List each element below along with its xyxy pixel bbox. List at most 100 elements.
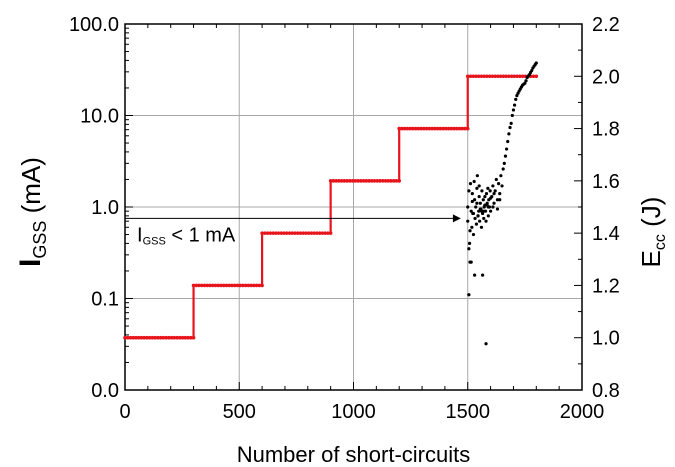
step-series-point bbox=[334, 179, 338, 183]
step-series-point bbox=[359, 179, 363, 183]
scatter-point bbox=[514, 97, 518, 101]
step-series-point bbox=[298, 231, 303, 235]
step-series-point bbox=[476, 74, 481, 79]
step-series-point bbox=[485, 74, 489, 79]
step-series-point bbox=[504, 74, 508, 79]
step-series-point bbox=[191, 283, 196, 288]
scatter-point bbox=[506, 139, 510, 144]
scatter-point bbox=[468, 229, 472, 233]
scatter-point bbox=[508, 125, 512, 130]
step-series-point bbox=[463, 126, 467, 131]
step-series-point bbox=[397, 126, 402, 131]
step-series-point bbox=[312, 231, 316, 235]
y2-tick-label: 1.8 bbox=[592, 119, 620, 141]
scatter-point bbox=[482, 216, 486, 221]
scatter-point bbox=[477, 184, 481, 188]
scatter-point bbox=[475, 174, 479, 178]
step-series-point bbox=[446, 126, 451, 131]
step-series-point bbox=[378, 179, 382, 183]
scatter-point bbox=[524, 79, 528, 83]
step-series-point bbox=[145, 335, 149, 340]
step-series-point bbox=[457, 126, 462, 131]
step-series-point bbox=[509, 74, 514, 79]
step-series-point bbox=[498, 74, 503, 79]
step-series-point bbox=[147, 335, 152, 340]
scatter-point bbox=[491, 205, 495, 209]
scatter-point bbox=[477, 194, 481, 199]
step-series-point bbox=[210, 283, 215, 288]
scatter-point bbox=[501, 167, 505, 171]
step-series-point bbox=[271, 231, 275, 235]
scatter-point bbox=[469, 209, 473, 213]
step-series-point bbox=[348, 179, 352, 183]
step-series-point bbox=[189, 335, 193, 340]
y2-tick-label: 1.6 bbox=[592, 171, 620, 193]
annotation: IGSS < 1 mA bbox=[125, 214, 461, 247]
step-series-point bbox=[172, 335, 177, 340]
scatter-point bbox=[484, 192, 489, 196]
scatter-point bbox=[479, 209, 484, 213]
step-series-point bbox=[290, 231, 295, 235]
step-series-point bbox=[353, 179, 358, 183]
step-series-point bbox=[161, 335, 166, 340]
scatter-point bbox=[483, 203, 487, 207]
step-series-point bbox=[380, 179, 385, 183]
step-series-point bbox=[194, 283, 199, 288]
step-series-point bbox=[197, 283, 201, 288]
step-series-point bbox=[507, 74, 511, 79]
annotation-text-main: I bbox=[137, 224, 143, 246]
step-series-point bbox=[391, 179, 396, 183]
scatter-point bbox=[483, 194, 487, 199]
step-series-point bbox=[372, 179, 377, 183]
step-series-point bbox=[295, 231, 300, 235]
scatter-point bbox=[482, 209, 486, 213]
step-series-point bbox=[301, 231, 306, 235]
x-tick-label: 1500 bbox=[446, 401, 491, 423]
step-series-point bbox=[422, 126, 426, 131]
step-series-point bbox=[199, 283, 204, 288]
step-series-point bbox=[136, 335, 141, 340]
step-series-point bbox=[284, 231, 289, 235]
step-series-point bbox=[438, 126, 443, 131]
step-series-point bbox=[213, 283, 218, 288]
x-tick-label: 1000 bbox=[331, 401, 376, 423]
step-series-point bbox=[531, 74, 536, 79]
step-series-point bbox=[479, 74, 484, 79]
x-axis-label: Number of short-circuits bbox=[237, 442, 471, 467]
scatter-point bbox=[467, 189, 471, 193]
step-series-point bbox=[375, 179, 380, 183]
scatter-point bbox=[473, 216, 477, 221]
step-series-point bbox=[158, 335, 163, 340]
step-series-point bbox=[309, 231, 314, 235]
step-series-point bbox=[254, 283, 259, 288]
scatter-point bbox=[471, 211, 476, 216]
y2-axis-label-sub: cc bbox=[652, 234, 669, 250]
step-series-point bbox=[427, 126, 432, 131]
scatter-point bbox=[504, 147, 509, 151]
step-series-point bbox=[496, 74, 500, 79]
step-series-point bbox=[131, 335, 136, 340]
scatter-point bbox=[479, 225, 484, 229]
step-series-point bbox=[386, 179, 391, 183]
step-series-point bbox=[515, 74, 519, 79]
step-series-point bbox=[328, 231, 333, 235]
step-series-point bbox=[444, 126, 448, 131]
y-tick-label: 0.1 bbox=[91, 289, 119, 311]
y-axis-label-sub: GSS bbox=[30, 221, 50, 259]
step-series-point bbox=[342, 179, 347, 183]
y-tick-labels: 0.0 0.1 1.0 10.0 100.0 bbox=[69, 14, 119, 402]
step-series-point bbox=[487, 74, 492, 79]
step-series-point bbox=[405, 126, 410, 131]
y-axis-label: IGSS (mA) bbox=[14, 157, 50, 267]
annotation-text-rest: < 1 mA bbox=[166, 224, 236, 246]
step-series-point bbox=[227, 283, 231, 288]
annotation-arrowhead bbox=[452, 214, 461, 223]
y-axis-label-main: I bbox=[14, 259, 47, 267]
step-series-point bbox=[241, 283, 245, 288]
step-series-point bbox=[397, 179, 402, 183]
step-series-point bbox=[400, 126, 404, 131]
step-series-point bbox=[243, 283, 248, 288]
step-series-point bbox=[460, 126, 465, 131]
step-series-point bbox=[235, 283, 240, 288]
